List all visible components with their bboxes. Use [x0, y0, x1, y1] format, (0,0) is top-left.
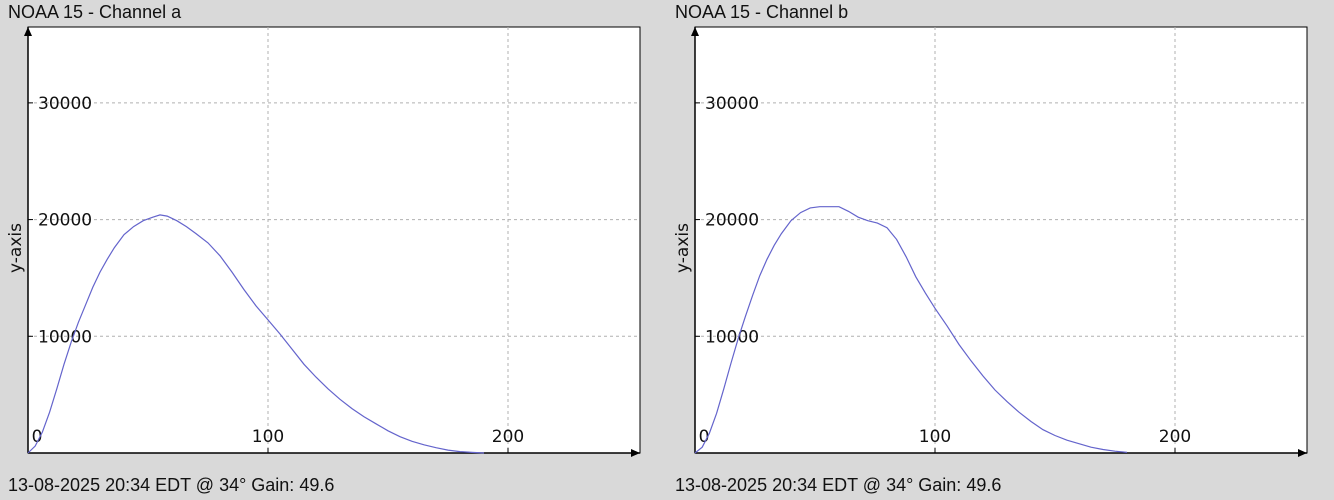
chart-title: NOAA 15 - Channel b — [675, 2, 849, 22]
footer-status: 13-08-2025 20:34 EDT @ 34° Gain: 49.6 — [8, 475, 335, 495]
chart-panel-b: NOAA 15 - Channel b 0 100 200 10000 20000 300… — [667, 0, 1334, 500]
y-axis-label: y-axis — [6, 223, 26, 273]
x-tick-label: 0 — [699, 427, 710, 447]
x-tick-label: 100 — [252, 427, 284, 447]
y-tick-label: 30000 — [38, 94, 92, 114]
plot-background — [27, 26, 641, 454]
y-tick-label: 10000 — [705, 327, 759, 347]
y-axis-arrow — [691, 27, 699, 36]
chart-title: NOAA 15 - Channel a — [8, 2, 182, 22]
plot-area: 0 100 200 10000 20000 30000 — [24, 26, 641, 457]
x-tick-label: 0 — [32, 427, 43, 447]
y-tick-label: 20000 — [38, 211, 92, 231]
chart-panel-a: NOAA 15 - Channel a 0 100 200 10000 20000 300… — [6, 2, 641, 495]
footer-status: 13-08-2025 20:34 EDT @ 34° Gain: 49.6 — [675, 475, 1002, 495]
y-tick-label: 10000 — [38, 327, 92, 347]
data-series-line — [27, 214, 485, 454]
x-tick-label: 100 — [919, 427, 951, 447]
x-tick-label: 200 — [1159, 427, 1191, 447]
x-axis-arrow — [1298, 449, 1307, 457]
plot-area: 0 100 200 10000 20000 30000 — [691, 26, 1308, 457]
y-axis-label: y-axis — [673, 223, 693, 273]
y-tick-label: 20000 — [705, 211, 759, 231]
x-tick-label: 200 — [492, 427, 524, 447]
y-tick-label: 30000 — [705, 94, 759, 114]
plot-background — [694, 26, 1308, 454]
x-axis-arrow — [631, 449, 640, 457]
data-series-line — [694, 206, 1128, 454]
y-axis-arrow — [24, 27, 32, 36]
